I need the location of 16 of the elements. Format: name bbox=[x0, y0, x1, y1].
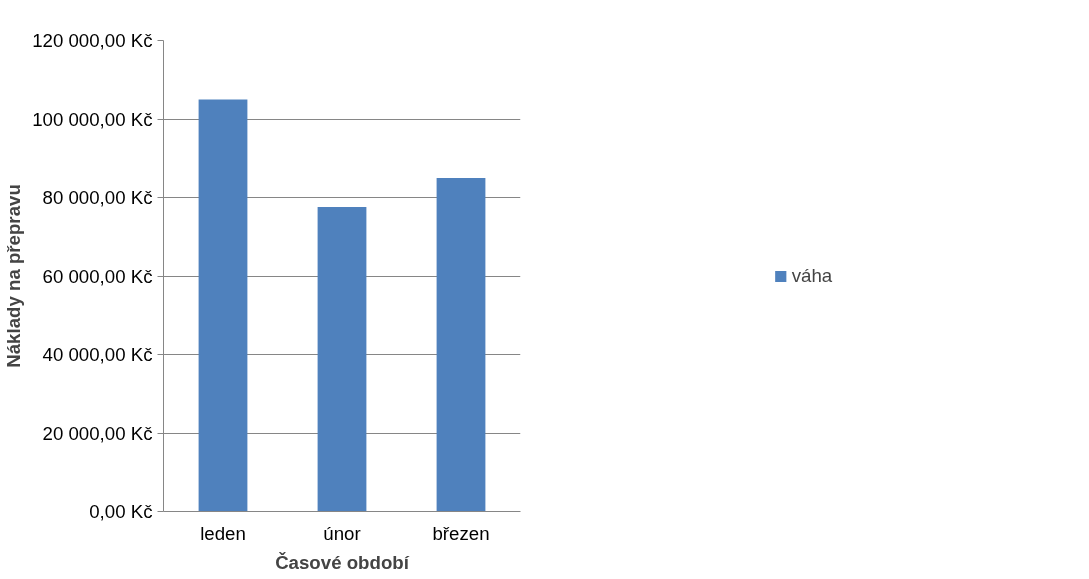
y-tick-label: 120 000,00 Kč bbox=[32, 30, 153, 51]
x-tick-label: únor bbox=[323, 522, 361, 544]
y-tick-label: 80 000,00 Kč bbox=[42, 187, 153, 208]
y-tick-label: 40 000,00 Kč bbox=[42, 344, 153, 365]
legend-label: váha bbox=[791, 264, 833, 287]
y-tick-label: 60 000,00 Kč bbox=[42, 265, 153, 287]
y-tick-label: 100 000,00 Kč bbox=[32, 108, 153, 130]
x-tick-label: leden bbox=[200, 522, 246, 544]
y-tick-label: 0,00 Kč bbox=[89, 501, 153, 522]
bar bbox=[198, 99, 248, 512]
y-axis-title: Náklady na přepravu bbox=[3, 184, 25, 368]
bar bbox=[436, 177, 486, 512]
y-tick-label: 20 000,00 Kč bbox=[42, 422, 153, 444]
x-axis-title: Časové období bbox=[275, 551, 410, 573]
bar bbox=[317, 206, 367, 512]
x-tick-label: březen bbox=[432, 522, 490, 544]
